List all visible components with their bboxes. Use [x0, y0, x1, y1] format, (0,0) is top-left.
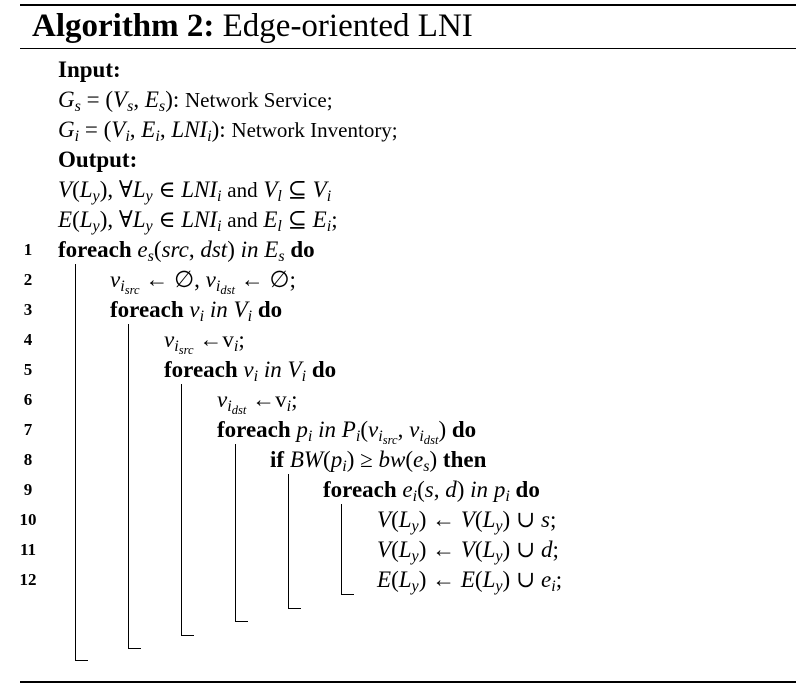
and-text-1: and [227, 178, 258, 202]
block-bracket-end [341, 594, 354, 595]
line-number: 2 [23, 270, 33, 289]
in-keyword: in [240, 237, 259, 262]
do-keyword: do [311, 357, 337, 382]
input-gi-line: Gi = (Vi, Ei, LNIi): Network Inventory; [58, 117, 398, 146]
top-rule [20, 4, 796, 6]
line-number: 8 [23, 450, 33, 469]
block-bracket-line [181, 384, 182, 636]
algorithm-name: Edge-oriented LNI [222, 8, 473, 44]
input-gi-desc: Network Inventory; [231, 118, 398, 142]
input-gs-line: Gs = (Vs, Es): Network Service; [58, 87, 333, 116]
line-number: 10 [19, 510, 37, 529]
line-number: 11 [19, 540, 37, 559]
line-number: 7 [23, 420, 33, 439]
foreach-keyword: foreach [110, 297, 184, 322]
step-12: E(Ly) ← E(Ly) ∪ ei; [377, 567, 563, 596]
block-bracket-end [288, 608, 301, 609]
step-3: foreach vi in Vi do [110, 297, 283, 326]
line-number: 3 [23, 300, 33, 319]
if-keyword: if [270, 447, 285, 472]
step-2: visrc ← ∅, vidst ← ∅; [110, 267, 296, 298]
algorithm-label: Algorithm 2: [32, 8, 215, 44]
block-bracket-end [235, 621, 248, 622]
block-bracket-line [288, 474, 289, 609]
output-v-line: V(Ly), ∀Ly ∈ LNIi and Vl ⊆ Vi [58, 177, 332, 206]
block-bracket-line [341, 504, 342, 595]
step-7: foreach pi in Pi(visrc, vidst) do [217, 417, 477, 448]
bottom-rule [20, 681, 796, 683]
in-keyword: in [470, 477, 489, 502]
algorithm-title: Algorithm 2: Edge-oriented LNI [32, 6, 473, 46]
in-keyword: in [209, 297, 228, 322]
block-bracket-line [75, 264, 76, 661]
output-e-line: E(Ly), ∀Ly ∈ LNIi and El ⊆ Ei; [58, 207, 338, 236]
block-bracket-line [235, 444, 236, 622]
step-4: visrc ←vi; [164, 327, 245, 358]
input-label: Input: [58, 57, 121, 82]
output-label: Output: [58, 147, 138, 172]
line-number: 12 [19, 570, 37, 589]
step-1: foreach es(src, dst) in Es do [58, 237, 315, 266]
then-keyword: then [442, 447, 487, 472]
block-bracket-line [128, 324, 129, 649]
and-text-2: and [227, 208, 258, 232]
step-9: foreach ei(s, d) in pi do [323, 477, 540, 506]
step-8: if BW(pi) ≥ bw(es) then [270, 447, 487, 476]
do-keyword: do [451, 417, 477, 442]
foreach-keyword: foreach [58, 237, 132, 262]
step-11: V(Ly) ← V(Ly) ∪ d; [377, 537, 559, 566]
foreach-keyword: foreach [217, 417, 291, 442]
line-number: 1 [23, 240, 33, 259]
step-6: vidst ←vi; [217, 387, 298, 418]
step-5: foreach vi in Vi do [164, 357, 337, 386]
do-keyword: do [257, 297, 283, 322]
step-10: V(Ly) ← V(Ly) ∪ s; [377, 507, 557, 536]
in-keyword: in [318, 417, 337, 442]
block-bracket-end [128, 648, 141, 649]
title-rule [20, 48, 796, 49]
line-number: 4 [23, 330, 33, 349]
block-bracket-end [181, 635, 194, 636]
line-number: 6 [23, 390, 33, 409]
foreach-keyword: foreach [164, 357, 238, 382]
foreach-keyword: foreach [323, 477, 397, 502]
block-bracket-end [75, 660, 88, 661]
line-number: 9 [23, 480, 33, 499]
input-gs-desc: Network Service; [185, 88, 333, 112]
do-keyword: do [515, 477, 540, 502]
in-keyword: in [263, 357, 282, 382]
do-keyword: do [290, 237, 315, 262]
line-number: 5 [23, 360, 33, 379]
